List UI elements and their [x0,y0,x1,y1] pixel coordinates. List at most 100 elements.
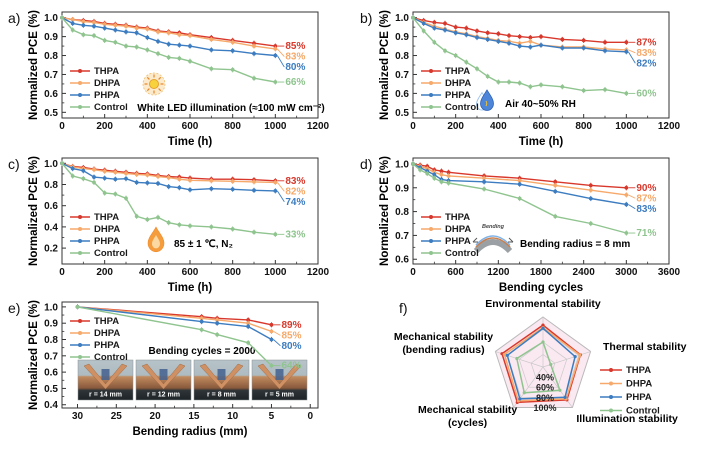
svg-text:0.7: 0.7 [395,70,409,81]
svg-text:1800: 1800 [530,267,553,278]
svg-text:80%: 80% [285,62,305,73]
svg-text:0.6: 0.6 [395,89,409,100]
svg-text:Mechanical stability: Mechanical stability [394,331,493,343]
svg-text:85%: 85% [285,41,305,52]
svg-text:0: 0 [59,121,65,132]
svg-text:66%: 66% [285,77,305,88]
svg-text:400: 400 [490,121,507,132]
svg-text:1.0: 1.0 [395,13,409,24]
svg-text:20: 20 [150,411,162,422]
panel-f-radar-chart: 40%60%80%100% Environmental stability Ther… [394,298,687,429]
annotation: Bending cycles = 2000 [148,346,255,357]
panel-f-letter: f) [399,300,408,316]
svg-text:THPA: THPA [94,66,119,77]
svg-text:Thermal stability: Thermal stability [603,341,687,353]
svg-text:71%: 71% [636,228,656,239]
axes: 0 600 1200 1800 2400 3000 3600 0.6 0.7 0.8 0.9 1.0 B… [379,156,681,294]
svg-text:600: 600 [447,267,464,278]
svg-text:Time (h): Time (h) [519,136,564,148]
svg-text:(cycles): (cycles) [448,417,487,429]
droplet-icon [476,89,494,111]
svg-text:Normalized PCE (%): Normalized PCE (%) [28,10,40,120]
svg-text:DHPA: DHPA [626,379,652,390]
svg-text:1000: 1000 [615,121,638,132]
svg-text:0: 0 [307,411,313,422]
svg-text:r = 12 mm: r = 12 mm [147,392,180,399]
svg-text:80%: 80% [536,393,554,403]
svg-text:83%: 83% [636,204,656,215]
svg-text:40%: 40% [536,373,554,383]
bending-photo-insets: r = 14 mm r = 12 mm r = 8 mm r = 5 mm [77,359,308,401]
svg-text:1200: 1200 [658,121,681,132]
svg-text:1.0: 1.0 [44,159,58,170]
end-percentage-labels: 87%83%82% 60% [627,37,656,99]
svg-text:3000: 3000 [615,267,638,278]
svg-text:0.5: 0.5 [44,384,58,395]
svg-text:83%: 83% [285,176,305,187]
svg-text:5: 5 [269,411,275,422]
data-series [60,15,278,85]
svg-text:600: 600 [182,267,199,278]
svg-text:THPA: THPA [94,212,119,223]
annotation: 85 ± 1 ℃, N₂ [147,226,233,253]
radar-axis-labels: Environmental stability Thermal stability… [394,298,687,429]
svg-text:80%: 80% [281,341,301,352]
svg-text:87%: 87% [636,193,656,204]
panel-e-chart: 30 25 20 15 10 5 0 0.4 0.5 0.6 0.7 0.8 0.9 1.0 Bending… [28,300,319,438]
svg-text:83%: 83% [285,52,305,63]
svg-text:r = 5 mm: r = 5 mm [265,392,294,399]
end-percentage-labels: 83%82%74% 33% [276,176,305,240]
svg-text:Normalized PCE (%): Normalized PCE (%) [28,156,40,266]
panel-b: b) 0 200 400 600 800 1000 1200 0.5 0.6 0.7 0.8 0.9 1… [357,4,702,150]
svg-text:Time (h): Time (h) [168,282,213,294]
svg-text:15: 15 [188,411,200,422]
svg-text:85 ± 1 ℃, N₂: 85 ± 1 ℃, N₂ [174,239,233,250]
svg-text:PHPA: PHPA [445,90,471,101]
panel-a-letter: a) [8,10,21,26]
svg-text:1000: 1000 [264,267,287,278]
svg-text:Mechanical stability: Mechanical stability [418,404,517,416]
svg-text:Bending radius = 8 mm: Bending radius = 8 mm [520,239,630,250]
svg-text:Time (h): Time (h) [168,136,213,148]
svg-text:0.2: 0.2 [44,244,58,255]
annotation: Air 40~50% RH [476,89,576,111]
data-series [411,15,629,96]
svg-text:Control: Control [94,102,128,113]
svg-text:PHPA: PHPA [94,340,120,351]
data-series [411,161,629,236]
svg-text:DHPA: DHPA [445,78,471,89]
svg-text:60%: 60% [636,88,656,99]
svg-text:0.4: 0.4 [44,222,58,233]
svg-text:0: 0 [410,267,416,278]
sun-icon [142,72,166,96]
svg-text:r = 14 mm: r = 14 mm [89,392,122,399]
svg-text:DHPA: DHPA [445,224,471,235]
svg-text:PHPA: PHPA [445,236,471,247]
svg-text:1.0: 1.0 [44,13,58,24]
svg-text:THPA: THPA [445,212,470,223]
svg-text:0.9: 0.9 [44,319,58,330]
svg-text:89%: 89% [281,320,301,331]
svg-text:0: 0 [59,267,65,278]
svg-text:600: 600 [533,121,550,132]
svg-text:Control: Control [626,406,660,417]
panel-c-chart: 0 200 400 600 800 1000 1200 0.2 0.4 0.6 0.8 1.0 Time… [28,156,330,294]
svg-text:Normalized PCE (%): Normalized PCE (%) [379,156,391,266]
svg-text:0.6: 0.6 [44,89,58,100]
annotation: White LED illumination (≈100 mW cm⁻²) [137,72,325,114]
svg-text:83%: 83% [636,48,656,59]
svg-text:0.7: 0.7 [44,351,58,362]
flame-icon [147,226,165,253]
svg-text:THPA: THPA [94,316,119,327]
panel-a-chart: 0 200 400 600 800 1000 1200 0.5 0.6 0.7 0.8 0.9 1.0 T… [28,10,330,148]
svg-text:400: 400 [139,121,156,132]
svg-text:Bending radius (mm): Bending radius (mm) [132,426,247,438]
svg-text:(bending radius): (bending radius) [402,344,484,356]
svg-text:Control: Control [94,352,128,363]
svg-text:1.0: 1.0 [44,302,58,313]
